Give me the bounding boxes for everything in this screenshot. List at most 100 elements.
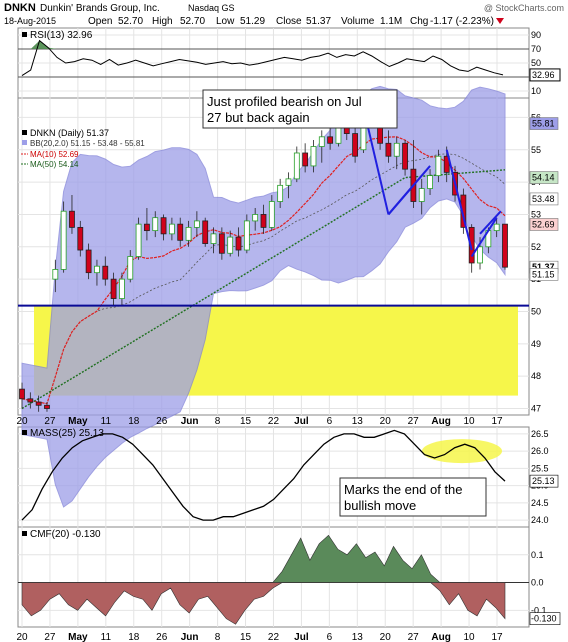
x-tick-label: 27 xyxy=(44,632,56,642)
volume-value: 1.1M xyxy=(380,16,402,27)
mass-layer xyxy=(21,429,506,521)
mass-highlight-ellipse xyxy=(422,439,502,464)
y-tick-label: 49 xyxy=(531,339,541,349)
annotation-bearish-line1: Just profiled bearish on Jul xyxy=(207,94,362,109)
trend-line xyxy=(387,184,415,216)
candle-body xyxy=(202,220,209,244)
x-tick-label: 11 xyxy=(101,632,112,642)
x-tick-label: 13 xyxy=(352,632,364,642)
candle-body xyxy=(60,210,67,270)
y-tick-label: 0.0 xyxy=(531,578,544,588)
x-tick-label: 27 xyxy=(44,416,56,427)
y-tick-label: 48 xyxy=(531,371,541,381)
bollinger-midline xyxy=(21,153,506,405)
candle-body xyxy=(185,226,192,241)
x-tick-label: 26 xyxy=(156,416,168,427)
candle-body xyxy=(218,233,225,254)
change-label: Chg xyxy=(410,16,428,27)
candle-body xyxy=(318,136,325,147)
candle-body xyxy=(35,401,42,406)
candle-body xyxy=(144,223,150,232)
candle-body xyxy=(352,133,359,157)
candle-body xyxy=(160,217,167,235)
x-tick-label: 15 xyxy=(240,416,252,427)
mass-last-value: 25.13 xyxy=(532,476,555,486)
x-tick-label: Jun xyxy=(181,632,199,642)
price-value-box xyxy=(529,267,559,281)
x-tick-label: 20 xyxy=(16,632,28,642)
candle-body xyxy=(119,278,125,299)
x-tick-label: 6 xyxy=(327,632,333,642)
cmf-layer xyxy=(18,534,529,625)
ticker-symbol: DNKN xyxy=(4,2,36,14)
candle-body xyxy=(443,155,450,173)
price-value-label: 54.14 xyxy=(532,173,555,183)
y-tick-label: -0.1 xyxy=(531,605,547,615)
candle-body xyxy=(477,246,483,264)
rsi-last-value: 32.96 xyxy=(532,70,555,80)
open-value: 52.70 xyxy=(118,16,143,27)
candle-body xyxy=(310,146,317,167)
rsi-legend: RSI(13) 32.96 xyxy=(22,30,93,41)
candle-body xyxy=(227,236,234,254)
watermark: @ StockCharts.com xyxy=(484,3,564,13)
candle-body xyxy=(435,155,442,177)
rsi-legend-label: RSI(13) 32.96 xyxy=(30,30,93,41)
candle-body xyxy=(460,194,467,228)
candle-body xyxy=(193,220,200,228)
candle-body xyxy=(235,236,242,251)
x-tick-label: 11 xyxy=(101,416,112,427)
change-value: -1.17 (-2.23%) xyxy=(430,16,494,27)
x-tick-label: 27 xyxy=(408,416,420,427)
candle-body xyxy=(127,256,134,280)
y-tick-label: 0.1 xyxy=(531,550,544,560)
x-tick-label: 13 xyxy=(352,416,364,427)
annotation-end-line2: bullish move xyxy=(344,498,416,513)
ma10-legend-label: MA(10) 52.69 xyxy=(30,150,79,159)
price-value-label: 51.37 xyxy=(532,262,555,272)
cmf-last-value-box xyxy=(529,612,561,625)
candle-body xyxy=(52,269,59,280)
mass-last-value-box xyxy=(529,474,559,488)
x-tick-label: Jun xyxy=(181,416,199,427)
x-tick-label: Jul xyxy=(294,632,309,642)
x-tick-label: 27 xyxy=(408,632,420,642)
price-value-box xyxy=(529,171,559,184)
candle-body xyxy=(293,152,300,180)
candle-body xyxy=(243,220,250,251)
x-tick-label: 22 xyxy=(268,416,280,427)
candle-body xyxy=(268,201,275,228)
high-label: High xyxy=(152,16,173,27)
y-tick-label: 24.5 xyxy=(531,498,549,508)
ma50-line xyxy=(21,169,506,410)
close-label: Close xyxy=(276,16,302,27)
x-tick-label: 20 xyxy=(380,632,392,642)
cmf-negative-area xyxy=(21,582,506,625)
x-tick-label: 10 xyxy=(463,416,475,427)
volume-label: Volume xyxy=(341,16,375,27)
candle-body xyxy=(427,175,433,189)
candle-body xyxy=(385,142,392,157)
x-tick-label: Aug xyxy=(431,416,450,427)
annotation-end-bullish: Marks the end of the bullish move xyxy=(339,477,487,517)
y-tick-label: 55 xyxy=(531,145,541,155)
candle-body xyxy=(402,142,408,170)
quote-date: 18-Aug-2015 xyxy=(4,16,56,26)
y-tick-label: 50 xyxy=(531,306,541,316)
candle-body xyxy=(135,223,142,257)
candle-body xyxy=(152,217,159,232)
candle-body xyxy=(27,398,34,403)
x-tick-label: 18 xyxy=(128,632,140,642)
bb-legend-label: BB(20,2.0) 51.15 - 53.48 - 55.81 xyxy=(30,139,145,148)
axis-layer: 20 27 May 11 18 26 Jun 8 15 22 Jul 6 13 20 27 Aug 10 17 20… xyxy=(16,30,561,642)
cmf-legend-label: CMF(20) -0.130 xyxy=(30,529,101,540)
candle-body xyxy=(94,265,100,274)
trend-line xyxy=(470,217,498,258)
down-arrow-icon xyxy=(496,18,504,24)
x-tick-label: 26 xyxy=(156,632,168,642)
x-tick-label: 17 xyxy=(491,632,503,642)
cmf-last-value: -0.130 xyxy=(531,614,557,624)
mass-legend-label: MASS(25) 25.13 xyxy=(30,428,104,439)
x-tick-label: 17 xyxy=(491,416,503,427)
ma50-legend-label: MA(50) 54.14 xyxy=(30,160,79,169)
